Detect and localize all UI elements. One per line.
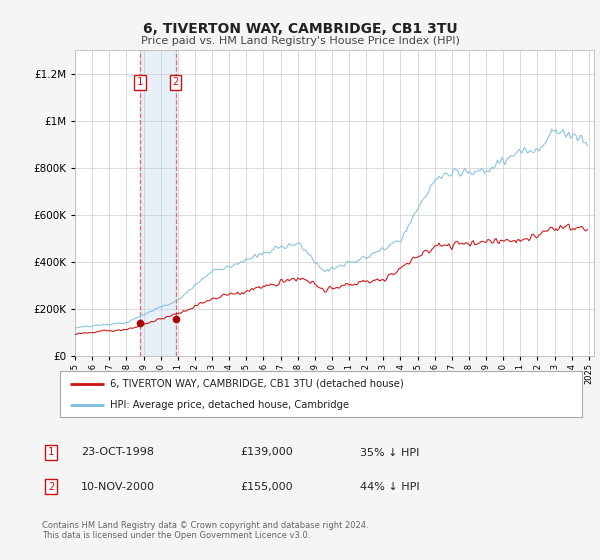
Text: 23-OCT-1998: 23-OCT-1998 [81, 447, 154, 458]
Text: 2: 2 [172, 77, 179, 87]
Text: 2: 2 [48, 482, 54, 492]
Text: £155,000: £155,000 [240, 482, 293, 492]
Text: 10-NOV-2000: 10-NOV-2000 [81, 482, 155, 492]
Text: 35% ↓ HPI: 35% ↓ HPI [360, 447, 419, 458]
Text: 6, TIVERTON WAY, CAMBRIDGE, CB1 3TU: 6, TIVERTON WAY, CAMBRIDGE, CB1 3TU [143, 22, 457, 36]
Text: £139,000: £139,000 [240, 447, 293, 458]
Bar [140, 50, 176, 356]
Text: 1: 1 [137, 77, 143, 87]
Text: Contains HM Land Registry data © Crown copyright and database right 2024.
This d: Contains HM Land Registry data © Crown c… [42, 521, 368, 540]
Text: 1: 1 [48, 447, 54, 458]
Text: 6, TIVERTON WAY, CAMBRIDGE, CB1 3TU (detached house): 6, TIVERTON WAY, CAMBRIDGE, CB1 3TU (det… [110, 379, 403, 389]
Text: HPI: Average price, detached house, Cambridge: HPI: Average price, detached house, Camb… [110, 400, 349, 410]
Text: Price paid vs. HM Land Registry's House Price Index (HPI): Price paid vs. HM Land Registry's House … [140, 36, 460, 46]
Text: 44% ↓ HPI: 44% ↓ HPI [360, 482, 419, 492]
